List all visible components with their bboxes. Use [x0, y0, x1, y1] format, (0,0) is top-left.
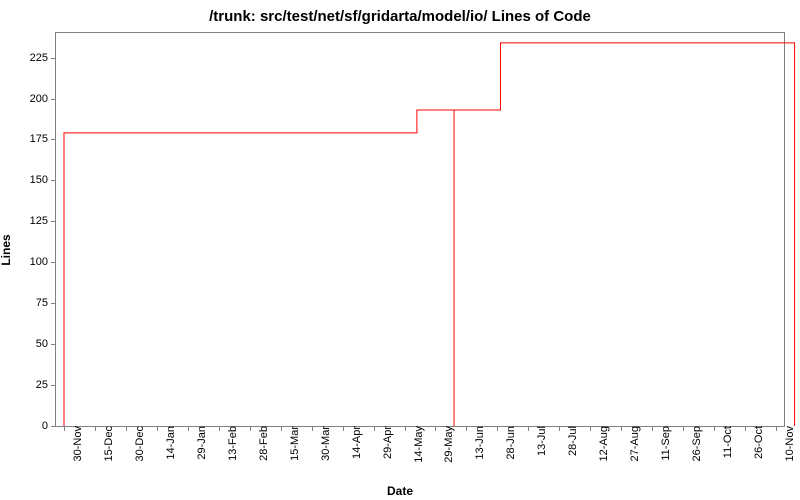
x-tick-label: 28-Jun [497, 409, 517, 443]
y-tick-mark [51, 180, 56, 181]
y-tick-mark [51, 303, 56, 304]
plot-area: 025507510012515017520022530-Nov15-Dec30-… [55, 32, 785, 427]
x-tick-label: 10-Nov [776, 408, 796, 443]
x-tick-label: 27-Aug [621, 408, 641, 443]
x-tick-label: 26-Sep [683, 408, 703, 443]
x-tick-label: 28-Jul [559, 411, 579, 441]
data-line [56, 33, 784, 426]
x-tick-label: 12-Aug [590, 408, 610, 443]
y-tick-mark [51, 99, 56, 100]
x-tick-label: 11-Oct [714, 410, 734, 442]
x-tick-label: 15-Dec [95, 408, 115, 443]
x-tick-label: 30-Mar [312, 409, 332, 444]
x-tick-label: 13-Jun [466, 409, 486, 443]
y-tick-mark [51, 221, 56, 222]
x-tick-label: 29-Jan [188, 409, 208, 443]
y-tick-mark [51, 426, 56, 427]
x-tick-label: 30-Nov [64, 408, 84, 443]
x-tick-label: 11-Sep [652, 409, 672, 444]
y-tick-mark [51, 139, 56, 140]
y-axis-label: Lines [0, 234, 13, 265]
chart-title: /trunk: src/test/net/sf/gridarta/model/i… [0, 8, 800, 25]
x-tick-label: 14-May [405, 408, 425, 445]
x-tick-label: 13-Jul [528, 411, 548, 441]
y-tick-mark [51, 262, 56, 263]
x-axis-label: Date [0, 484, 800, 498]
x-tick-label: 14-Jan [157, 409, 177, 443]
y-tick-mark [51, 344, 56, 345]
x-tick-label: 26-Oct [745, 409, 765, 442]
loc-chart: /trunk: src/test/net/sf/gridarta/model/i… [0, 0, 800, 500]
x-tick-label: 13-Feb [219, 409, 239, 444]
x-tick-label: 29-Apr [374, 409, 394, 442]
x-tick-label: 28-Feb [250, 409, 270, 444]
y-tick-mark [51, 58, 56, 59]
y-tick-mark [51, 385, 56, 386]
x-tick-label: 30-Dec [126, 408, 146, 443]
x-tick-label: 15-Mar [281, 409, 301, 444]
x-tick-label: 14-Apr [343, 409, 363, 442]
x-tick-label: 29-May [435, 408, 455, 445]
